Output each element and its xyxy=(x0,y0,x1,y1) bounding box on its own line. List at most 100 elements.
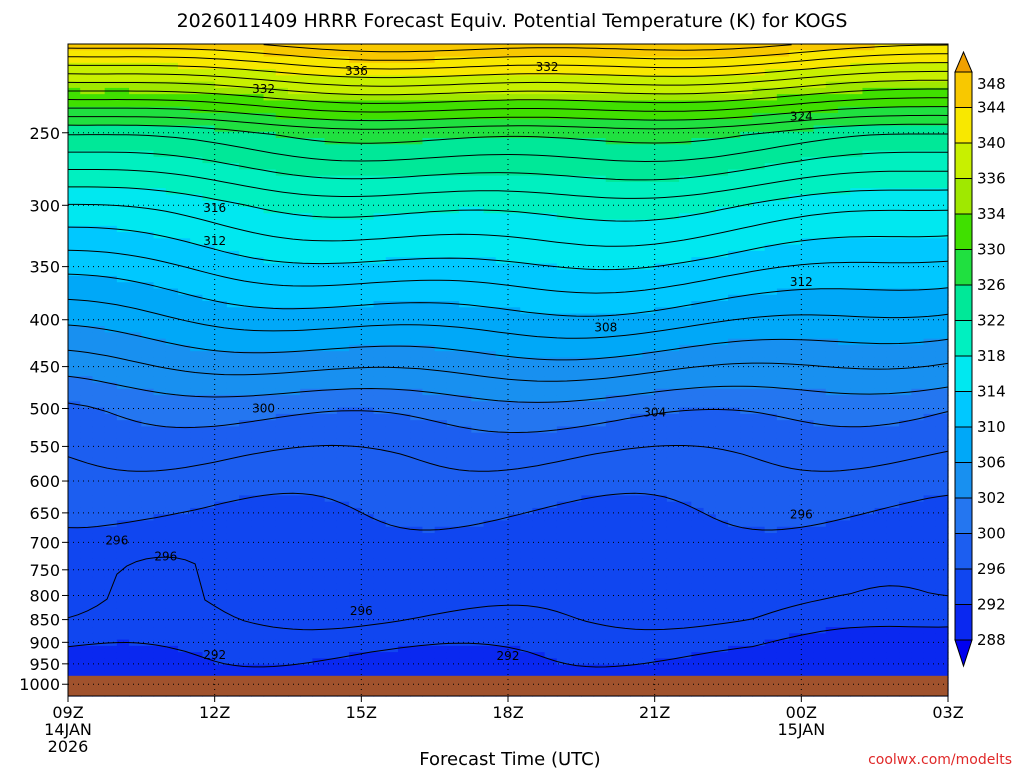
field-cell xyxy=(398,363,411,371)
field-cell xyxy=(190,150,204,158)
field-cell xyxy=(275,570,289,578)
field-cell xyxy=(630,313,644,321)
field-cell xyxy=(422,200,436,208)
field-cell xyxy=(471,225,485,233)
field-cell xyxy=(642,482,656,490)
field-cell xyxy=(202,501,216,509)
field-cell xyxy=(275,106,289,114)
field-cell xyxy=(434,213,448,221)
field-cell xyxy=(373,476,387,484)
field-cell xyxy=(483,138,497,145)
field-cell xyxy=(300,156,314,164)
field-cell xyxy=(263,526,277,534)
field-cell xyxy=(642,533,656,540)
field-cell xyxy=(68,633,81,641)
field-cell xyxy=(129,213,142,221)
field-cell xyxy=(251,332,265,340)
field-cell xyxy=(300,319,314,327)
field-cell xyxy=(190,163,204,170)
field-cell xyxy=(581,545,595,553)
field-cell xyxy=(642,213,656,221)
field-cell xyxy=(178,87,191,95)
field-cell xyxy=(361,664,375,672)
field-cell xyxy=(446,50,460,58)
field-cell xyxy=(508,156,521,164)
field-cell xyxy=(618,357,631,365)
field-cell xyxy=(288,495,301,503)
field-cell xyxy=(446,595,460,603)
field-cell xyxy=(104,288,118,296)
field-cell xyxy=(422,595,436,603)
field-cell xyxy=(104,106,118,114)
field-cell xyxy=(349,194,362,202)
field-cell xyxy=(581,595,595,603)
field-cell xyxy=(288,664,301,672)
field-cell xyxy=(544,332,558,340)
field-cell xyxy=(263,275,277,283)
field-cell xyxy=(226,351,240,359)
field-cell xyxy=(569,338,582,346)
field-cell xyxy=(288,620,301,628)
field-cell xyxy=(459,482,472,490)
field-cell xyxy=(116,301,130,308)
field-cell xyxy=(569,670,582,678)
field-cell xyxy=(385,451,399,459)
field-cell xyxy=(618,482,631,490)
field-cell xyxy=(68,338,81,346)
field-cell xyxy=(630,482,644,490)
field-cell xyxy=(520,357,534,365)
field-cell xyxy=(68,62,81,70)
field-cell xyxy=(226,269,240,277)
field-cell xyxy=(495,313,509,321)
field-cell xyxy=(165,112,179,120)
field-cell xyxy=(446,326,460,333)
field-cell xyxy=(569,627,582,634)
field-cell xyxy=(312,238,326,246)
field-cell xyxy=(642,163,656,170)
field-cell xyxy=(544,338,558,346)
field-cell xyxy=(214,181,228,189)
field-cell xyxy=(226,457,240,465)
field-cell xyxy=(581,551,595,559)
field-cell xyxy=(471,288,485,296)
field-cell xyxy=(398,476,411,484)
field-cell xyxy=(202,576,216,584)
field-cell xyxy=(593,50,607,58)
field-cell xyxy=(593,232,607,239)
field-cell xyxy=(336,188,350,196)
field-cell xyxy=(569,294,582,302)
field-cell xyxy=(544,326,558,333)
field-cell xyxy=(263,658,277,666)
field-cell xyxy=(275,238,289,246)
field-cell xyxy=(300,670,314,678)
field-cell xyxy=(618,614,631,622)
field-cell xyxy=(532,313,546,321)
field-cell xyxy=(288,150,301,158)
field-cell xyxy=(618,413,631,421)
field-cell xyxy=(263,87,277,95)
field-cell xyxy=(178,244,191,252)
field-cell xyxy=(214,150,228,158)
field-cell xyxy=(349,620,362,628)
field-cell xyxy=(116,445,130,453)
field-cell xyxy=(605,100,619,108)
field-cell xyxy=(275,645,289,653)
field-cell xyxy=(116,56,130,64)
field-cell xyxy=(569,50,582,58)
field-cell xyxy=(251,420,265,428)
field-cell xyxy=(520,156,534,164)
field-cell xyxy=(324,633,338,641)
field-cell xyxy=(275,344,289,352)
field-cell xyxy=(593,633,607,641)
field-cell xyxy=(544,589,558,597)
field-cell xyxy=(361,207,375,214)
field-cell xyxy=(385,169,399,177)
field-cell xyxy=(153,376,167,384)
field-cell xyxy=(263,627,277,634)
field-cell xyxy=(593,81,607,89)
field-cell xyxy=(190,250,204,258)
field-cell xyxy=(153,576,167,584)
field-cell xyxy=(630,551,644,559)
field-cell xyxy=(532,526,546,534)
field-cell xyxy=(349,269,362,277)
